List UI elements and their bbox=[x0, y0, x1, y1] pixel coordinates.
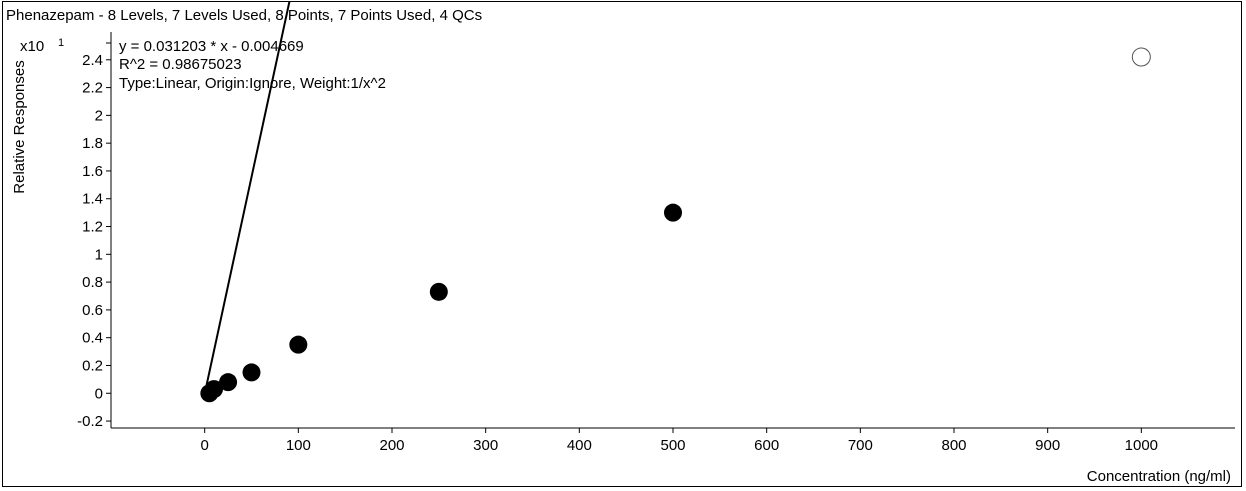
r-squared-annotation: R^2 = 0.98675023 bbox=[119, 56, 242, 73]
y-tick-label: 0 bbox=[95, 385, 103, 402]
x-tick-label: 100 bbox=[286, 437, 311, 454]
x-tick-label: 300 bbox=[473, 437, 498, 454]
y-tick-label: 2 bbox=[95, 107, 103, 124]
data-point bbox=[205, 380, 224, 399]
y-tick-label: 1.2 bbox=[82, 219, 103, 236]
x-tick-label: 400 bbox=[567, 437, 592, 454]
chart-title: Phenazepam - 8 Levels, 7 Levels Used, 8 … bbox=[6, 7, 482, 24]
x-axis-ticks: 0 100 200 300 400 500 600 700 800 900 1000 bbox=[200, 428, 1158, 454]
regression-line bbox=[203, 2, 291, 395]
x-tick-label: 500 bbox=[660, 437, 685, 454]
y-tick-label: -0.2 bbox=[77, 413, 103, 430]
y-tick-label: 0.2 bbox=[82, 357, 103, 374]
y-tick-label: 1.8 bbox=[82, 135, 103, 152]
data-points bbox=[200, 47, 1151, 403]
y-tick-label: 0.6 bbox=[82, 302, 103, 319]
data-point bbox=[289, 335, 308, 354]
fit-type-annotation: Type:Linear, Origin:Ignore, Weight:1/x^2 bbox=[119, 75, 386, 92]
x-tick-label: 0 bbox=[200, 437, 208, 454]
y-tick-label: 1.6 bbox=[82, 163, 103, 180]
y-axis-label: Relative Responses bbox=[11, 60, 28, 193]
y-tick-label: 2.2 bbox=[82, 80, 103, 97]
y-axis-multiplier-exponent: 1 bbox=[58, 37, 64, 49]
data-point bbox=[219, 373, 238, 392]
y-tick-label: 0.8 bbox=[82, 274, 103, 291]
x-tick-label: 200 bbox=[379, 437, 404, 454]
x-tick-label: 700 bbox=[848, 437, 873, 454]
data-point bbox=[664, 203, 682, 222]
y-axis-multiplier: x10 bbox=[20, 38, 44, 55]
x-axis-label: Concentration (ng/ml) bbox=[1087, 468, 1231, 485]
equation-annotation: y = 0.031203 * x - 0.004669 bbox=[119, 38, 304, 55]
data-point bbox=[429, 282, 448, 301]
x-tick-label: 600 bbox=[754, 437, 779, 454]
excluded-data-point bbox=[1131, 47, 1151, 67]
y-axis-ticks: -0.2 0 0.2 0.4 0.6 0.8 1 1.2 1.4 1.6 1.8 2 2.2 2.4 bbox=[77, 42, 111, 430]
y-tick-label: 1 bbox=[95, 246, 103, 263]
x-tick-label: 1000 bbox=[1125, 437, 1158, 454]
x-tick-label: 900 bbox=[1035, 437, 1060, 454]
data-point bbox=[242, 363, 261, 382]
x-tick-label: 800 bbox=[941, 437, 966, 454]
y-tick-label: 1.4 bbox=[82, 191, 103, 208]
y-tick-label: 2.4 bbox=[82, 52, 103, 69]
calibration-chart: Phenazepam - 8 Levels, 7 Levels Used, 8 … bbox=[6, 2, 1235, 485]
y-tick-label: 0.4 bbox=[82, 330, 103, 347]
